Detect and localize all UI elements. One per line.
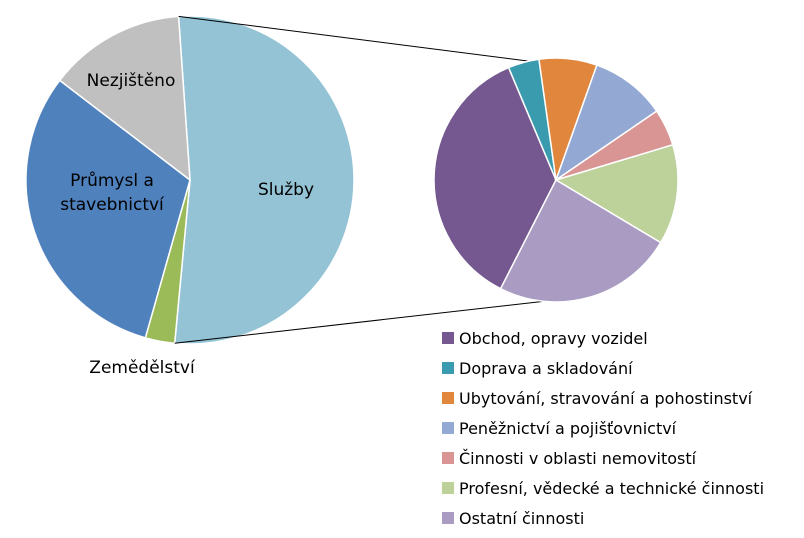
secondary-slice-ostatni-cinnosti (499, 178, 662, 303)
legend: Obchod, opravy vozidel Doprava a skladová… (442, 329, 764, 528)
main-slice-label-sluzby: Služby (258, 180, 314, 200)
legend-label: Peněžnictví a pojišťovnictví (459, 419, 677, 438)
main-pie (25, 15, 355, 345)
legend-swatch (442, 332, 454, 344)
main-slice-sluzby (173, 15, 355, 345)
legend-swatch (442, 422, 454, 434)
legend-item-cinnosti-v-oblasti-nemovitosti: Činnosti v oblasti nemovitostí (442, 449, 697, 468)
legend-item-peneznictvi-a-pojistovnictvi: Peněžnictví a pojišťovnictví (442, 419, 677, 438)
legend-item-obchod-opravy-vozidel: Obchod, opravy vozidel (442, 329, 648, 348)
legend-label: Obchod, opravy vozidel (459, 329, 648, 348)
secondary-slice-profesni-vedecke-a-technicke-cinnosti (554, 143, 679, 244)
legend-swatch (442, 512, 454, 524)
connector-lines (174, 15, 544, 344)
legend-item-profesni-vedecke-a-technicke-cinnosti: Profesní, vědecké a technické činnosti (442, 479, 764, 498)
main-slice-label-nezjisteno: Nezjištěno (87, 71, 176, 91)
legend-label: Činnosti v oblasti nemovitostí (459, 449, 697, 468)
legend-label: Profesní, vědecké a technické činnosti (459, 479, 764, 498)
legend-swatch (442, 392, 454, 404)
connector-line-bottom (174, 300, 544, 344)
connector-line-top (178, 15, 529, 62)
legend-swatch (442, 362, 454, 374)
legend-item-ostatni-cinnosti: Ostatní činnosti (442, 509, 584, 528)
secondary-slice-peneznictvi-a-pojistovnictvi (554, 64, 658, 182)
secondary-pie (433, 57, 679, 303)
main-slice-label-prumysl-a-stavebnictvi: Průmysl a stavebnictví (60, 171, 165, 215)
legend-swatch (442, 482, 454, 494)
legend-label: Ostatní činnosti (459, 509, 584, 528)
legend-item-doprava-a-skladovani: Doprava a skladování (442, 359, 633, 378)
legend-label: Doprava a skladování (459, 359, 633, 378)
main-slice-label-zemedelstvi: Zemědělství (89, 358, 196, 378)
secondary-slice-obchod-opravy-vozidel (433, 66, 557, 290)
main-slice-nezjisteno (58, 15, 191, 182)
main-pie-labels: Služby Zemědělství Průmysl a stavebnictví Ne… (60, 71, 314, 378)
main-slice-prumysl-a-stavebnictvi (25, 79, 191, 339)
legend-label: Ubytování, stravování a pohostinství (459, 389, 753, 408)
legend-item-ubytovani-stravovani-a-pohostinstvi: Ubytování, stravování a pohostinství (442, 389, 753, 408)
legend-swatch (442, 452, 454, 464)
